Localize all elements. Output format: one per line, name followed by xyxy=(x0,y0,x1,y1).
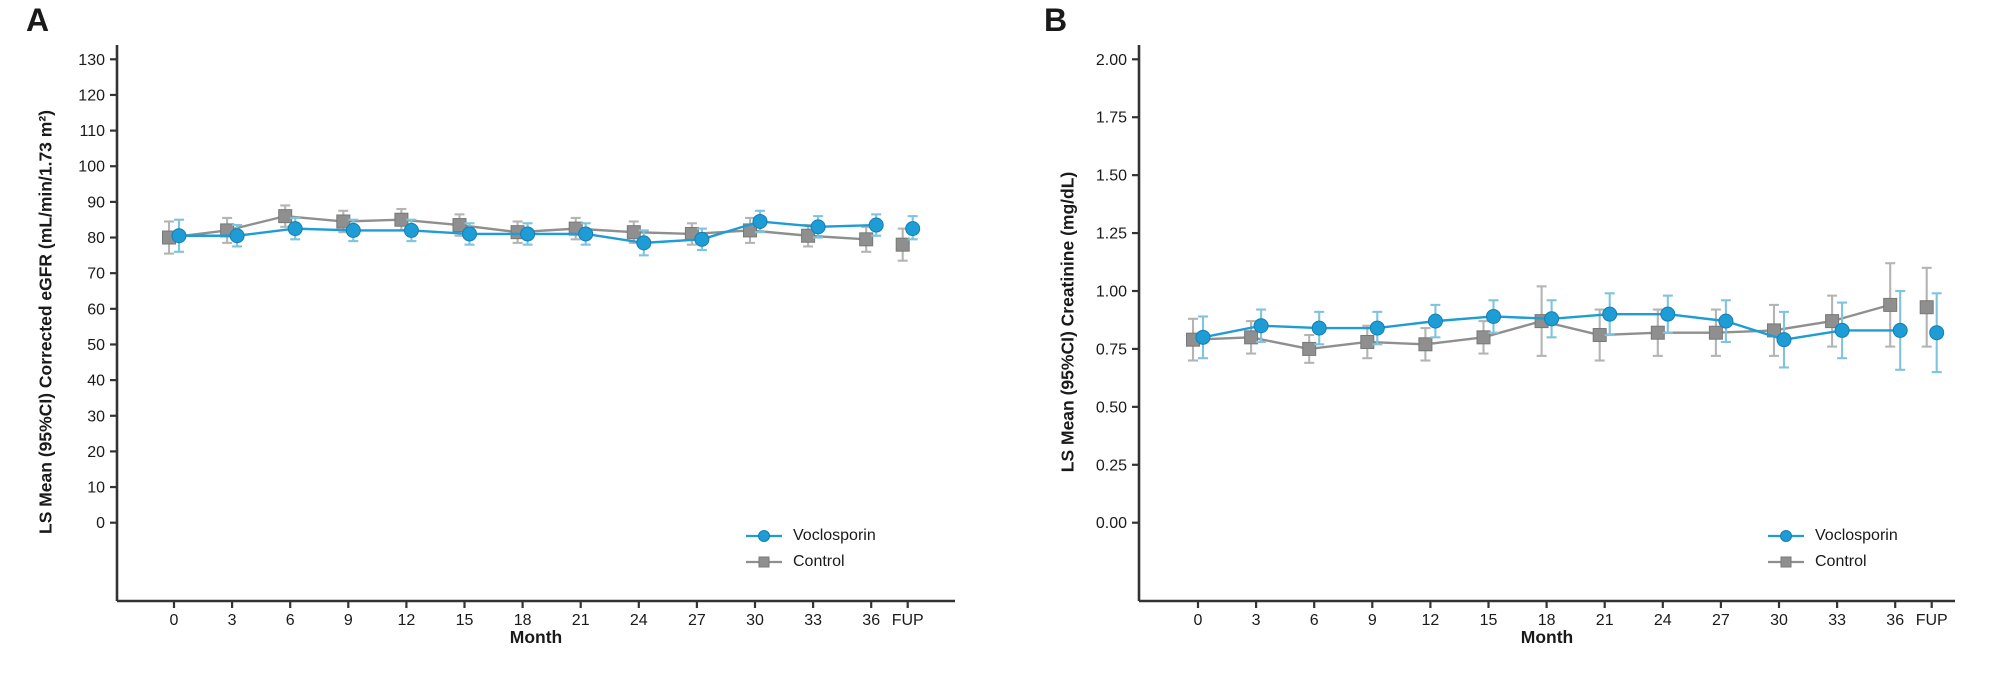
svg-text:110: 110 xyxy=(79,123,105,140)
y-axis-ticks: 0 10 20 30 40 50 60 70 80 90 100 110 120 130 xyxy=(78,52,117,532)
svg-text:24: 24 xyxy=(630,612,648,629)
svg-text:90: 90 xyxy=(87,194,105,211)
legend-item-voclosporin: Voclosporin xyxy=(1766,524,1898,547)
svg-text:120: 120 xyxy=(78,87,105,104)
svg-text:30: 30 xyxy=(87,408,105,425)
panel-a-x-axis-title: Month xyxy=(509,627,563,647)
svg-text:9: 9 xyxy=(1368,612,1377,629)
svg-text:33: 33 xyxy=(1828,612,1846,629)
svg-text:33: 33 xyxy=(804,612,822,629)
svg-text:FUP: FUP xyxy=(1916,612,1948,629)
svg-text:9: 9 xyxy=(344,612,353,629)
panel-b-x-axis-title: Month xyxy=(1520,627,1574,647)
svg-text:0: 0 xyxy=(96,515,105,532)
y-axis-ticks: 0.00 0.25 0.50 0.75 1.00 1.25 1.50 1.75 2.00 xyxy=(1096,52,1139,532)
series-control xyxy=(1186,262,1934,364)
legend-label-control: Control xyxy=(1815,552,1867,570)
svg-text:6: 6 xyxy=(1310,612,1319,629)
svg-text:FUP: FUP xyxy=(892,612,924,629)
svg-text:15: 15 xyxy=(1480,612,1498,629)
svg-text:0.00: 0.00 xyxy=(1096,515,1127,532)
svg-text:6: 6 xyxy=(286,612,295,629)
x-axis-ticks: 0 3 6 9 12 15 18 21 24 27 30 33 36 FUP xyxy=(170,601,924,629)
panel-b: B LS Mean (95%CI) Creatinine (mg/dL) 0.0… xyxy=(1000,0,2000,673)
svg-text:130: 130 xyxy=(78,52,105,69)
svg-text:36: 36 xyxy=(862,612,880,629)
svg-text:15: 15 xyxy=(456,612,474,629)
panel-b-letter: B xyxy=(1044,2,1068,38)
svg-text:0.50: 0.50 xyxy=(1096,399,1127,416)
svg-text:18: 18 xyxy=(1538,612,1556,629)
panel-b-legend: Voclosporin Control xyxy=(1766,524,1898,573)
control-marker-icon xyxy=(1768,556,1804,567)
legend-label-voclosporin: Voclosporin xyxy=(1815,526,1898,544)
svg-text:18: 18 xyxy=(514,612,532,629)
legend-item-control: Control xyxy=(744,550,876,573)
svg-text:12: 12 xyxy=(1422,612,1440,629)
svg-text:1.50: 1.50 xyxy=(1096,168,1127,185)
series-voclosporin xyxy=(171,209,921,257)
panel-a: A LS Mean (95%CI) Corrected eGFR (mL/min… xyxy=(26,2,955,647)
svg-text:24: 24 xyxy=(1654,612,1672,629)
svg-text:27: 27 xyxy=(1712,612,1730,629)
svg-text:50: 50 xyxy=(87,337,105,354)
panel-a-letter: A xyxy=(26,2,50,38)
svg-text:36: 36 xyxy=(1886,612,1904,629)
panel-b-plot: 0.000.250.500.751.001.251.501.752.000 3 6 9… xyxy=(1096,45,1955,629)
voclosporin-marker-icon xyxy=(1768,529,1804,542)
legend-label-control: Control xyxy=(793,552,845,570)
svg-text:70: 70 xyxy=(87,266,105,283)
svg-text:80: 80 xyxy=(87,230,105,247)
svg-text:0: 0 xyxy=(170,612,179,629)
legend-item-control: Control xyxy=(1766,550,1898,573)
axes xyxy=(115,45,955,603)
svg-text:60: 60 xyxy=(87,301,105,318)
svg-text:3: 3 xyxy=(228,612,237,629)
panel-a-legend: Voclosporin Control xyxy=(744,524,876,573)
svg-text:12: 12 xyxy=(398,612,416,629)
svg-text:1.75: 1.75 xyxy=(1096,110,1127,127)
svg-text:3: 3 xyxy=(1252,612,1261,629)
svg-text:2.00: 2.00 xyxy=(1096,52,1127,69)
svg-text:40: 40 xyxy=(87,373,105,390)
svg-text:30: 30 xyxy=(1770,612,1788,629)
svg-text:100: 100 xyxy=(78,159,105,176)
svg-text:21: 21 xyxy=(572,612,590,629)
svg-text:0: 0 xyxy=(1194,612,1203,629)
legend-item-voclosporin: Voclosporin xyxy=(744,524,876,547)
svg-text:20: 20 xyxy=(87,444,105,461)
control-marker-icon xyxy=(746,556,782,567)
x-axis-ticks: 0 3 6 9 12 15 18 21 24 27 30 33 36 FUP xyxy=(1194,601,1948,629)
svg-text:21: 21 xyxy=(1596,612,1614,629)
series-voclosporin xyxy=(1195,289,1945,374)
voclosporin-marker-icon xyxy=(746,529,782,542)
svg-text:27: 27 xyxy=(688,612,706,629)
svg-text:0.75: 0.75 xyxy=(1096,341,1127,358)
svg-text:10: 10 xyxy=(87,480,105,497)
svg-text:1.25: 1.25 xyxy=(1096,226,1127,243)
svg-text:1.00: 1.00 xyxy=(1096,284,1127,301)
svg-text:0.25: 0.25 xyxy=(1096,457,1127,474)
legend-label-voclosporin: Voclosporin xyxy=(793,526,876,544)
svg-text:30: 30 xyxy=(746,612,764,629)
